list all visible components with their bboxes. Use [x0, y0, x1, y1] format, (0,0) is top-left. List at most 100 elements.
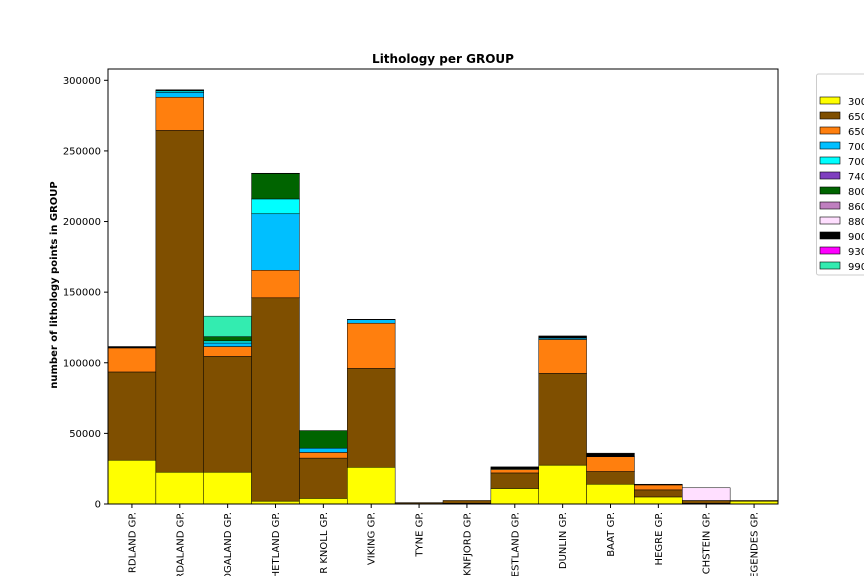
legend-label: 740 — [848, 172, 864, 183]
bar-segment-5-3 — [347, 319, 396, 324]
legend-label: 650 — [848, 127, 864, 138]
bar-segment-2-2 — [203, 346, 252, 357]
y-tick-label: 250000 — [63, 146, 101, 157]
legend-label: 900 — [848, 232, 864, 243]
x-tick-label: R KNOLL GP. — [319, 512, 330, 574]
bar-segment-7-1 — [442, 500, 492, 504]
bar-segment-4-0 — [299, 498, 348, 505]
bar-segment-8-0 — [490, 488, 539, 505]
bar-segment-1-9 — [155, 89, 204, 92]
bar-segment-0-1 — [107, 371, 157, 461]
bars-group — [107, 89, 779, 505]
bar-segment-3-1 — [251, 297, 300, 502]
bar-segment-9-1 — [538, 373, 587, 466]
bar-segment-1-0 — [155, 471, 204, 505]
x-tick-label: ESTLAND GP. — [510, 512, 521, 576]
x-tick-label: TYNE GP. — [415, 512, 426, 558]
bar-segment-4-6 — [299, 430, 348, 449]
bar-segment-5-1 — [347, 368, 396, 468]
bar-segment-0-2 — [107, 347, 157, 373]
legend-swatch — [819, 156, 841, 165]
bar-segment-3-2 — [251, 270, 300, 299]
bar-segment-12-1 — [682, 500, 731, 504]
x-tick-label: OGALAND GP. — [223, 512, 234, 576]
x-tick-label: HETLAND GP. — [271, 512, 282, 576]
legend-swatch — [819, 201, 841, 210]
bar-segment-10-0 — [586, 483, 635, 505]
legend-label: 990 — [848, 262, 864, 273]
bar-segment-10-2 — [586, 456, 635, 472]
bar-segment-1-2 — [155, 97, 204, 131]
bar-segment-3-6 — [251, 173, 300, 200]
bar-segment-1-1 — [155, 130, 204, 473]
legend-swatch — [819, 216, 841, 225]
bar-segment-4-2 — [299, 452, 348, 459]
legend-label: 300 — [848, 97, 864, 108]
legend-label: 800 — [848, 187, 864, 198]
bar-segment-2-0 — [203, 471, 252, 505]
bar-segment-2-4 — [203, 340, 252, 344]
bar-segment-0-9 — [107, 346, 157, 349]
y-tick-label: 100000 — [63, 358, 101, 369]
x-tick-label: VIKING GP. — [367, 512, 378, 565]
legend-swatch — [819, 96, 841, 105]
x-tick-label: CHSTEIN GP. — [702, 512, 713, 574]
legend-swatch — [819, 171, 841, 180]
legend-label: 930 — [848, 247, 864, 258]
bar-segment-5-0 — [347, 467, 396, 505]
bar-segment-2-6 — [203, 336, 252, 342]
y-axis-label: number of lithology points in GROUP — [49, 181, 60, 388]
x-tick-label: KNFJORD GP. — [462, 512, 473, 576]
chart-title: Lithology per GROUP — [372, 52, 514, 66]
bar-segment-8-2 — [490, 469, 539, 474]
y-tick-label: 200000 — [63, 217, 101, 228]
plot-frame — [107, 68, 779, 505]
bar-segment-12-8 — [682, 487, 731, 501]
bar-segment-6-1 — [394, 502, 444, 504]
x-axis: RDLAND GP. RDALAND GP. OGALAND GP. HETLAND … — [127, 504, 761, 576]
legend-swatch — [819, 126, 841, 135]
bar-segment-2-11 — [203, 315, 252, 337]
legend: 300 650 650 700 700 740 800 860 880 900 930 990 — [816, 73, 864, 276]
legend-swatch — [819, 186, 841, 195]
x-tick-label: DUNLIN GP. — [558, 512, 569, 569]
x-tick-label: RDALAND GP. — [175, 512, 186, 576]
bar-segment-4-3 — [299, 447, 348, 453]
x-tick-label: RDLAND GP. — [127, 512, 138, 573]
bar-segment-2-1 — [203, 356, 252, 473]
bar-segment-10-9 — [586, 452, 635, 457]
legend-label: 700 — [848, 142, 864, 153]
bar-segment-8-1 — [490, 472, 539, 489]
bar-segment-11-9 — [634, 483, 683, 486]
bar-segment-9-9 — [538, 335, 587, 339]
bar-segment-5-2 — [347, 322, 396, 369]
y-tick-label: 150000 — [63, 288, 101, 299]
bar-segment-4-1 — [299, 457, 348, 499]
bar-segment-11-2 — [634, 484, 683, 491]
legend-swatch — [819, 246, 841, 255]
bar-segment-13-1 — [729, 500, 779, 502]
y-tick-label: 50000 — [69, 429, 101, 440]
bar-segment-11-1 — [634, 489, 683, 498]
bar-segment-2-3 — [203, 342, 252, 347]
bar-segment-8-9 — [490, 466, 539, 469]
legend-label: 860 — [848, 202, 864, 213]
bar-segment-3-3 — [251, 213, 300, 271]
legend-label: 880 — [848, 217, 864, 228]
bar-segment-11-0 — [634, 496, 683, 505]
legend-swatch — [819, 231, 841, 240]
y-axis: 0 50000 100000 150000 200000 250000 300000 — [63, 76, 108, 511]
bar-segment-1-3 — [155, 92, 204, 98]
y-tick-label: 0 — [95, 500, 101, 511]
x-tick-label: EGENDES GP. — [750, 512, 761, 576]
x-tick-label: BAAT GP. — [606, 512, 617, 557]
legend-label: 700 — [848, 157, 864, 168]
bar-segment-9-0 — [538, 464, 587, 505]
bar-segment-3-4 — [251, 198, 300, 215]
x-tick-label: HEGRE GP. — [654, 512, 665, 565]
legend-swatch — [819, 261, 841, 270]
bar-segment-10-1 — [586, 471, 635, 485]
y-tick-label: 300000 — [63, 76, 101, 87]
legend-swatch — [819, 141, 841, 150]
